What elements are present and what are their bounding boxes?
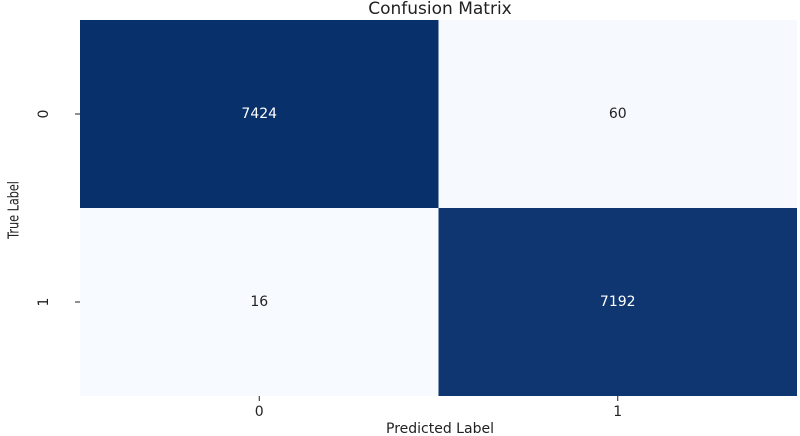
x-tick-label: 1 <box>613 404 622 420</box>
cell-label: 16 <box>250 294 268 310</box>
cell-label: 7424 <box>241 106 277 122</box>
heatmap-cell <box>438 208 797 396</box>
y-tick-label: 0 <box>36 110 52 119</box>
y-tick-label: 1 <box>36 298 52 307</box>
heatmap-cell <box>438 20 797 208</box>
cell-label: 7192 <box>600 294 636 310</box>
y-axis-label: True Label <box>6 181 23 240</box>
chart-title: Confusion Matrix <box>368 0 512 19</box>
heatmap-cell <box>80 20 439 208</box>
heatmap-cell <box>80 208 439 396</box>
x-axis-label: Predicted Label <box>386 421 494 436</box>
x-tick-label: 0 <box>255 404 264 420</box>
cell-label: 60 <box>609 106 627 122</box>
